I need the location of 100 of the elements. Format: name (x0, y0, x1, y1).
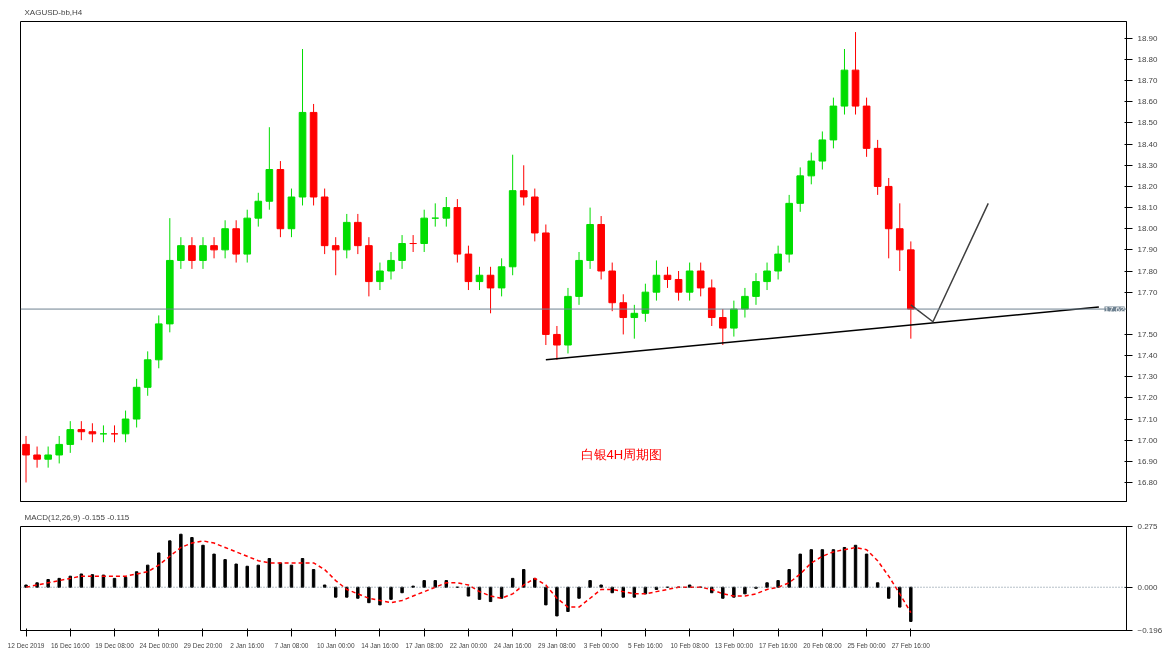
bar (378, 586, 382, 606)
bar (875, 582, 880, 588)
candlestick (630, 304, 639, 340)
y-tick-label: 17.90 (1137, 245, 1159, 255)
candlestick (774, 245, 782, 280)
candlestick (763, 262, 771, 291)
bar (256, 564, 261, 588)
candlestick (442, 196, 451, 228)
bar (68, 575, 72, 588)
candlestick (376, 262, 384, 291)
candlestick (188, 236, 196, 270)
bar (234, 563, 238, 588)
y-tick-label: 18.20 (1137, 181, 1159, 191)
bar (145, 564, 150, 588)
bar (898, 586, 902, 608)
y-tick-label: 0.275 (1137, 522, 1159, 531)
bar (909, 586, 913, 622)
candlestick (387, 251, 395, 280)
y-tick-label: 17.80 (1137, 266, 1159, 276)
bar (422, 580, 426, 588)
bar (267, 558, 272, 588)
bar (566, 586, 570, 613)
candlestick (44, 446, 52, 469)
candlestick (22, 435, 30, 483)
candlestick (177, 236, 185, 270)
y-tick-label: 17.70 (1137, 287, 1159, 297)
candlestick (696, 262, 705, 297)
bar (289, 564, 294, 588)
bar (577, 586, 581, 599)
bar (632, 586, 637, 598)
candlestick (66, 420, 75, 454)
y-tick-label: 17.20 (1137, 393, 1159, 403)
y-tick-label: 18.60 (1137, 97, 1159, 107)
y-tick-label: 18.80 (1137, 55, 1159, 65)
bar (809, 549, 814, 588)
bar (820, 549, 825, 588)
candlestick (331, 236, 340, 276)
bar (886, 586, 891, 599)
candlestick (752, 272, 760, 306)
y-tick-label: 18.40 (1137, 139, 1159, 149)
candlestick (254, 192, 263, 228)
candlestick (730, 300, 738, 338)
candlestick (519, 164, 528, 206)
bar (57, 577, 61, 588)
bar (610, 586, 614, 594)
bar (588, 580, 592, 588)
line-series (25, 540, 912, 614)
bar (79, 573, 84, 588)
y-tick-label: 18.70 (1137, 76, 1159, 86)
bar (367, 586, 371, 604)
y-tick-label: 17.40 (1137, 351, 1159, 361)
bar (721, 586, 725, 599)
y-tick-label: 0.000 (1137, 582, 1159, 592)
bar (798, 553, 802, 588)
y-tick-label: 17.10 (1137, 414, 1159, 424)
bar (389, 586, 393, 600)
candlestick (486, 266, 495, 314)
candlestick (619, 293, 628, 335)
bar (201, 544, 205, 588)
y-tick-label: 18.90 (1137, 33, 1159, 43)
candlestick (553, 325, 561, 361)
bar (168, 540, 172, 588)
candlestick (895, 202, 904, 272)
bar (776, 580, 780, 588)
candlestick (88, 422, 97, 443)
y-tick-label: 18.30 (1137, 160, 1159, 170)
y-tick-label: 17.00 (1137, 435, 1159, 445)
candlestick (718, 308, 727, 346)
bar (544, 586, 548, 606)
candlestick (55, 435, 64, 464)
bar (510, 577, 515, 588)
bar (223, 559, 227, 588)
candlestick (398, 234, 406, 270)
candlestick (663, 266, 672, 289)
y-tick-label: 16.80 (1137, 477, 1159, 487)
bar (212, 553, 216, 588)
candlestick (121, 410, 130, 443)
candlestick (221, 219, 229, 259)
bar (522, 569, 526, 588)
candlestick (354, 213, 362, 255)
bar (179, 533, 183, 588)
annotation: 白银4H周期图 (580, 446, 663, 462)
bar (787, 569, 791, 588)
bar (333, 586, 338, 598)
bar (743, 586, 747, 595)
y-tick-label: 17.50 (1137, 329, 1159, 339)
y-tick-label: 18.50 (1137, 118, 1159, 128)
bar (864, 553, 869, 588)
candlestick (210, 236, 218, 259)
bar (765, 582, 769, 588)
candlestick (199, 236, 207, 270)
bar (190, 537, 194, 588)
candlestick (652, 259, 661, 302)
candlestick (674, 270, 683, 302)
y-tick-label: 16.90 (1137, 456, 1159, 466)
chart-title: MACD(12,26,9) -0.155 -0.115 (24, 512, 130, 522)
y-tick-label: 17.30 (1137, 372, 1159, 382)
chart-title: XAGUSD-bb,H4 (24, 7, 83, 17)
ref-line-label: 17.62 (1104, 304, 1126, 314)
bar (599, 584, 603, 588)
